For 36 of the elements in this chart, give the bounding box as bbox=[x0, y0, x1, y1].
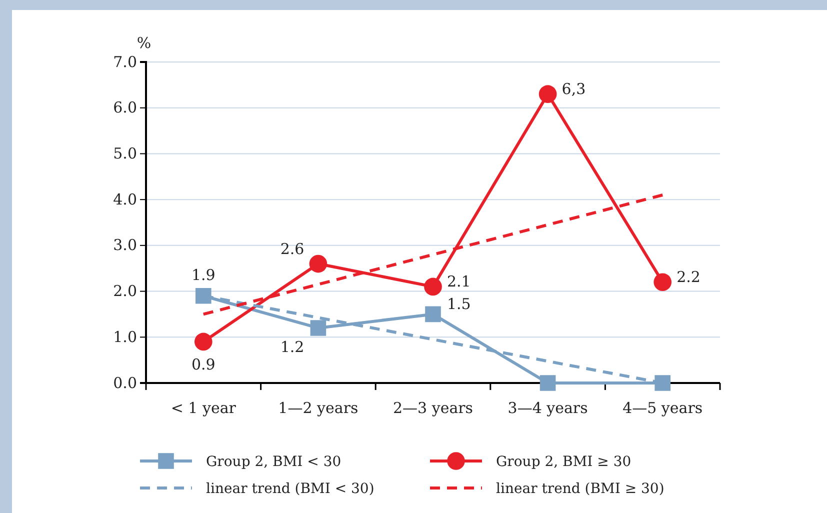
y-tick-label: 5.0 bbox=[113, 144, 137, 163]
y-tick-label: 3.0 bbox=[113, 236, 137, 254]
legend-label: linear trend (BMI ≥ 30) bbox=[496, 481, 664, 497]
data-label: 2.1 bbox=[447, 272, 471, 291]
y-tick-label: 2.0 bbox=[113, 282, 137, 300]
point bbox=[540, 375, 556, 391]
x-tick-label: 3—4 years bbox=[508, 399, 588, 417]
y-tick-label: 0.0 bbox=[113, 374, 137, 392]
legend-label: linear trend (BMI < 30) bbox=[206, 481, 374, 497]
y-tick-label: 7.0 bbox=[113, 52, 137, 71]
legend-label: Group 2, BMI < 30 bbox=[206, 454, 342, 470]
data-label: 1.2 bbox=[280, 338, 304, 356]
data-label: 2.6 bbox=[280, 240, 304, 258]
data-label: 1.9 bbox=[191, 266, 216, 284]
data-label: 6,3 bbox=[562, 80, 586, 98]
point bbox=[654, 375, 671, 391]
point bbox=[424, 278, 442, 296]
y-tick-label: 1.0 bbox=[113, 328, 137, 346]
point bbox=[310, 320, 326, 336]
x-tick-label: < 1 year bbox=[170, 399, 237, 417]
point bbox=[538, 85, 557, 104]
point bbox=[654, 273, 672, 292]
x-tick-label: 4—5 years bbox=[622, 399, 703, 417]
y-tick-label: 4.0 bbox=[113, 190, 137, 208]
x-tick-label: 1—2 years bbox=[278, 399, 358, 417]
legend-label: Group 2, BMI ≥ 30 bbox=[496, 454, 632, 470]
point bbox=[309, 254, 328, 273]
data-label: 1.5 bbox=[447, 295, 471, 314]
point bbox=[425, 306, 441, 322]
point bbox=[194, 332, 212, 351]
y-tick-label: 6.0 bbox=[113, 98, 137, 117]
data-label: 0.9 bbox=[191, 356, 216, 374]
data-label: 2.2 bbox=[676, 268, 700, 286]
point bbox=[195, 288, 212, 304]
y-axis-title: % bbox=[136, 34, 152, 52]
x-tick-label: 2—3 years bbox=[392, 399, 474, 417]
